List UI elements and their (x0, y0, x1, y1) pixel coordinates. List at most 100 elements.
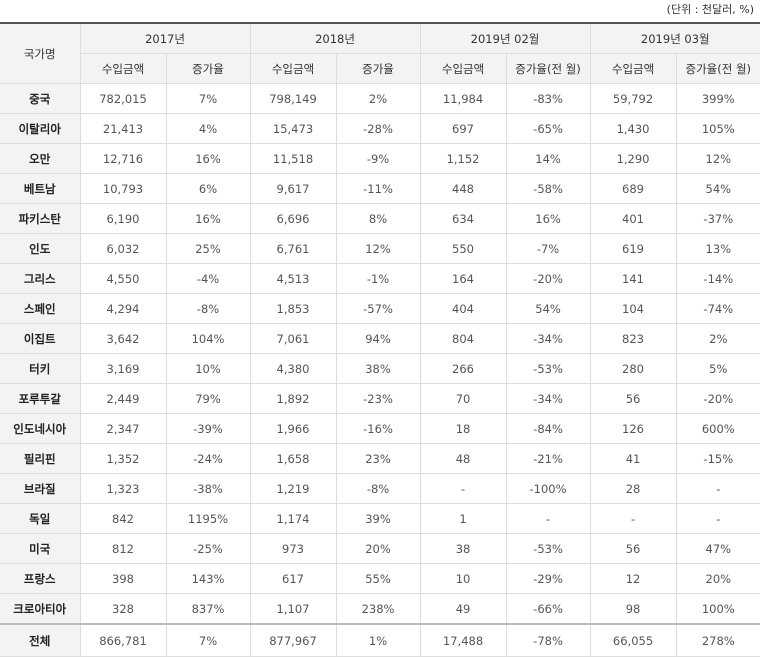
table-cell: 1,174 (249, 503, 337, 534)
table-cell: - (675, 503, 760, 534)
table-cell: 1,152 (419, 143, 507, 174)
header-row-metrics: 수입금액 증가율 수입금액 증가율 수입금액 증가율(전 월) 수입금액 증가율… (0, 53, 760, 84)
country-name: 파키스탄 (0, 203, 81, 234)
table-cell: 105% (675, 113, 760, 144)
table-cell: 47% (675, 533, 760, 564)
table-body: 중국 782,015 7% 798,149 2% 11,984 -83% 59,792 399%… (0, 83, 760, 625)
table-cell: -34% (505, 323, 591, 354)
header-period: 2019년 02월 (419, 22, 591, 54)
table-cell: 6,190 (79, 203, 167, 234)
table-cell: 6,032 (79, 233, 167, 264)
table-cell: 4,294 (79, 293, 167, 324)
table-cell: 54% (675, 173, 760, 204)
table-cell: 328 (79, 593, 167, 625)
table-cell: 1,352 (79, 443, 167, 474)
table-cell: 280 (589, 353, 677, 384)
table-cell: 38 (419, 533, 507, 564)
import-table: 국가명 2017년 2018년 2019년 02월 2019년 03월 수입금액… (0, 22, 760, 657)
header-country: 국가명 (0, 22, 81, 84)
country-name: 크로아티아 (0, 593, 81, 625)
table-cell: 697 (419, 113, 507, 144)
table-cell: 619 (589, 233, 677, 264)
table-cell: 1195% (165, 503, 251, 534)
table-cell: -20% (675, 383, 760, 414)
table-cell: 4% (165, 113, 251, 144)
header-metric: 증가율(전 월) (675, 53, 760, 84)
table-cell: -57% (335, 293, 421, 324)
table-cell: -34% (505, 383, 591, 414)
table-cell: 10 (419, 563, 507, 594)
country-name: 브라질 (0, 473, 81, 504)
table-cell: -20% (505, 263, 591, 294)
table-cell: 12,716 (79, 143, 167, 174)
table-cell: -83% (505, 83, 591, 114)
table-cell: 398 (79, 563, 167, 594)
table-cell: 12% (335, 233, 421, 264)
country-name: 미국 (0, 533, 81, 564)
table-cell: -8% (165, 293, 251, 324)
table-cell: 16% (165, 143, 251, 174)
table-cell: - (675, 473, 760, 504)
table-cell: -4% (165, 263, 251, 294)
table-cell: -39% (165, 413, 251, 444)
country-name: 이탈리아 (0, 113, 81, 144)
table-cell: 1,892 (249, 383, 337, 414)
table-cell: 28 (589, 473, 677, 504)
table-row: 필리핀 1,352 -24% 1,658 23% 48 -21% 41 -15% (0, 443, 760, 474)
table-cell: 79% (165, 383, 251, 414)
table-cell: - (505, 503, 591, 534)
header-metric: 수입금액 (589, 53, 677, 84)
country-name: 인도 (0, 233, 81, 264)
table-cell: 17,488 (419, 623, 507, 657)
table-cell: 804 (419, 323, 507, 354)
table-cell: -78% (505, 623, 591, 657)
table-cell: 56 (589, 383, 677, 414)
country-name: 인도네시아 (0, 413, 81, 444)
table-cell: -25% (165, 533, 251, 564)
table-cell: 1,107 (249, 593, 337, 625)
table-cell: 404 (419, 293, 507, 324)
table-cell: 2% (675, 323, 760, 354)
table-cell: 1,430 (589, 113, 677, 144)
table-cell: 837% (165, 593, 251, 625)
table-cell: 104 (589, 293, 677, 324)
table-cell: 7,061 (249, 323, 337, 354)
table-cell: 1,323 (79, 473, 167, 504)
country-name: 스페인 (0, 293, 81, 324)
table-cell: 126 (589, 413, 677, 444)
table-cell: 812 (79, 533, 167, 564)
table-row: 포루투갈 2,449 79% 1,892 -23% 70 -34% 56 -20% (0, 383, 760, 414)
table-cell: 16% (505, 203, 591, 234)
table-cell: 14% (505, 143, 591, 174)
table-cell: 5% (675, 353, 760, 384)
table-row: 이집트 3,642 104% 7,061 94% 804 -34% 823 2% (0, 323, 760, 354)
table-cell: 49 (419, 593, 507, 625)
table-cell: 782,015 (79, 83, 167, 114)
table-cell: -84% (505, 413, 591, 444)
table-cell: 6,761 (249, 233, 337, 264)
table-cell: 550 (419, 233, 507, 264)
table-cell: -7% (505, 233, 591, 264)
table-cell: -29% (505, 563, 591, 594)
table-cell: 98 (589, 593, 677, 625)
table-cell: -37% (675, 203, 760, 234)
country-name: 그리스 (0, 263, 81, 294)
table-cell: 238% (335, 593, 421, 625)
table-cell: 2% (335, 83, 421, 114)
table-row: 스페인 4,294 -8% 1,853 -57% 404 54% 104 -74% (0, 293, 760, 324)
country-name: 필리핀 (0, 443, 81, 474)
table-cell: 104% (165, 323, 251, 354)
country-name: 프랑스 (0, 563, 81, 594)
table-cell: 41 (589, 443, 677, 474)
table-cell: 94% (335, 323, 421, 354)
country-name: 이집트 (0, 323, 81, 354)
table-cell: 278% (675, 623, 760, 657)
table-cell: 13% (675, 233, 760, 264)
table-row: 미국 812 -25% 973 20% 38 -53% 56 47% (0, 533, 760, 564)
table-cell: 401 (589, 203, 677, 234)
table-cell: -16% (335, 413, 421, 444)
header-metric: 증가율 (335, 53, 421, 84)
table-cell: 4,513 (249, 263, 337, 294)
table-cell: 164 (419, 263, 507, 294)
table-row: 오만 12,716 16% 11,518 -9% 1,152 14% 1,290 12% (0, 143, 760, 174)
